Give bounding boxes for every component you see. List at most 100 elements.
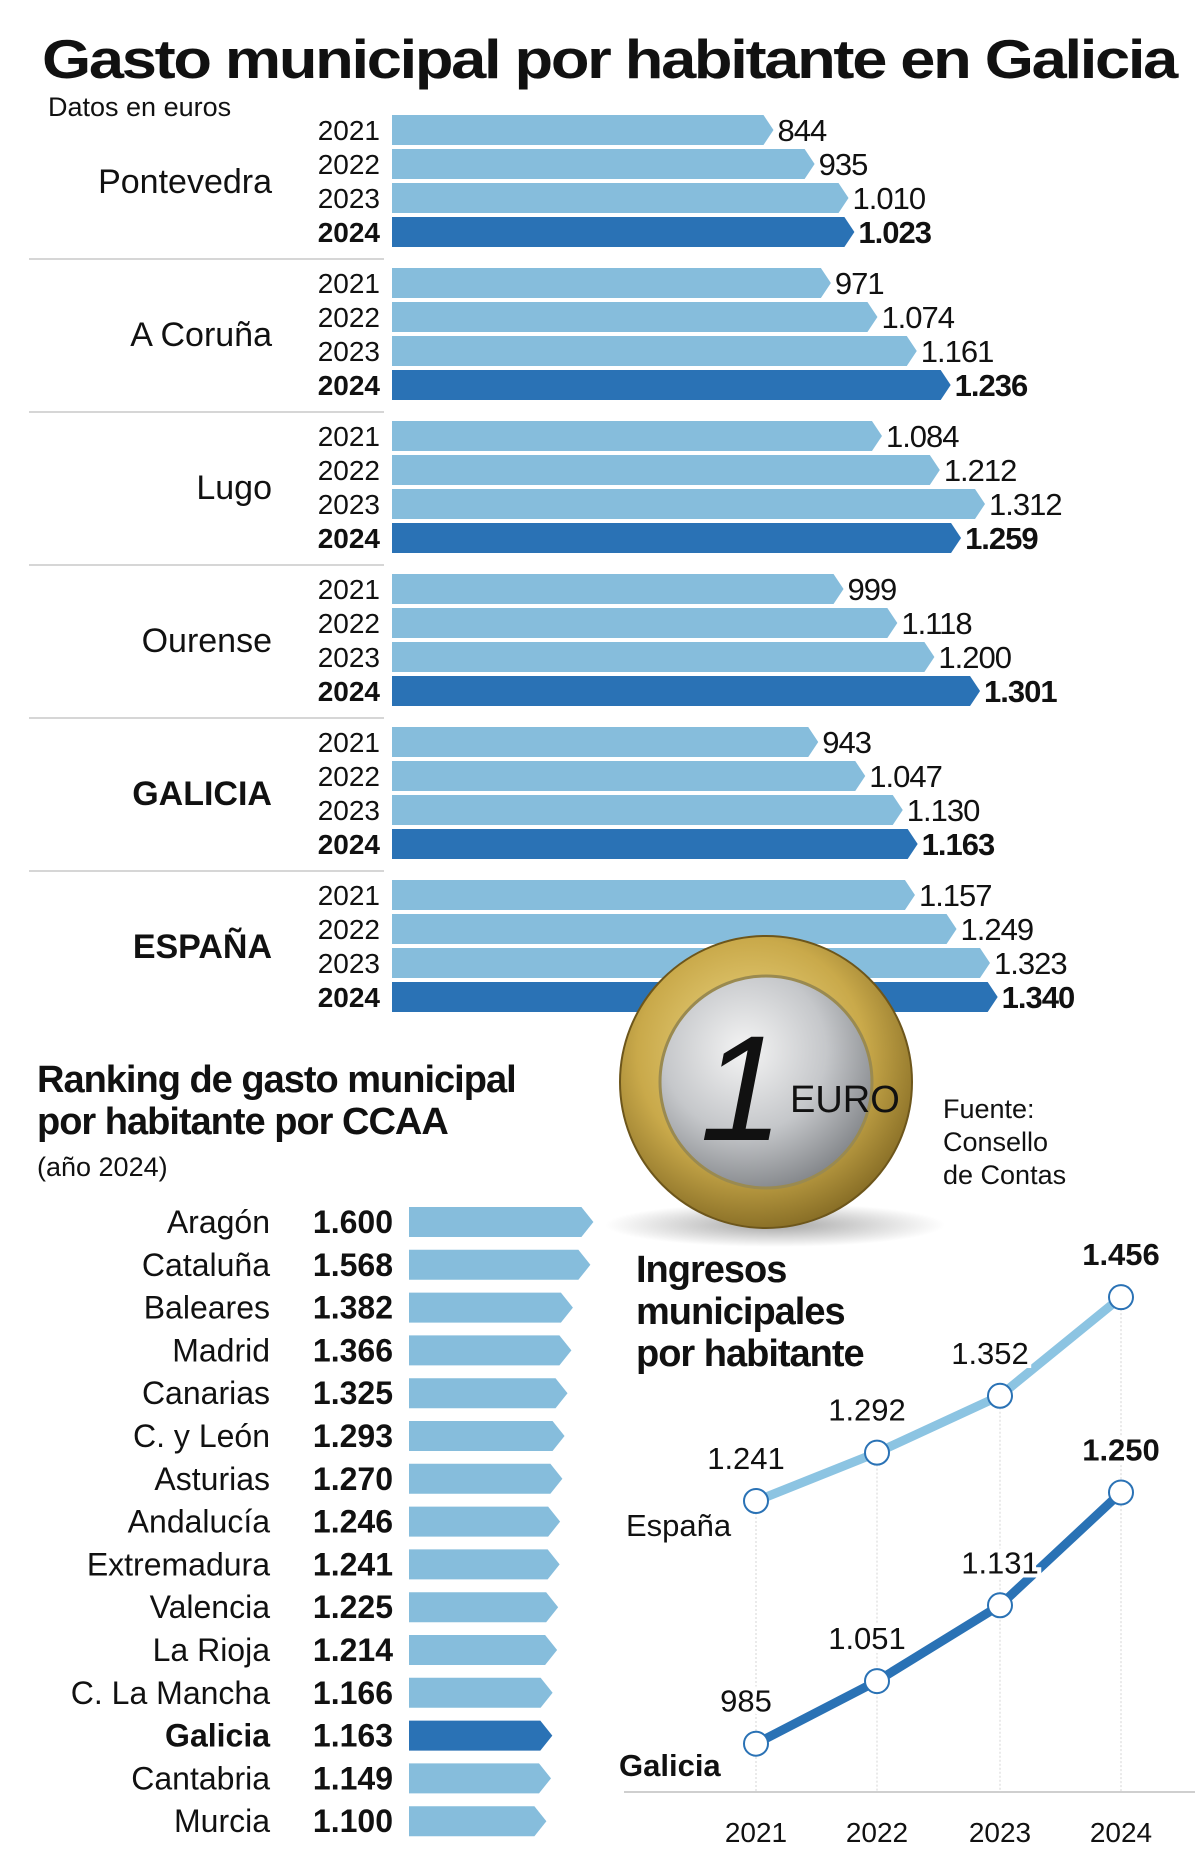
bar [392, 523, 962, 553]
value-label: 1.047 [869, 759, 942, 794]
ranking-bar [409, 1549, 560, 1580]
value-label: 1.023 [858, 215, 931, 250]
ranking-subtitle: (año 2024) [37, 1152, 168, 1182]
ranking-value: 1.225 [313, 1589, 393, 1625]
data-label: 1.292 [828, 1393, 906, 1428]
ranking-bar [409, 1292, 573, 1323]
bar [392, 489, 986, 519]
line-chart-title: Ingresos [636, 1249, 786, 1291]
year-label: 2023 [318, 183, 380, 214]
data-point [864, 1439, 890, 1466]
bar [392, 336, 917, 366]
ranking-bar [409, 1421, 565, 1451]
series-line-galicia [753, 1489, 1125, 1748]
bar [392, 149, 815, 179]
year-label: 2024 [318, 676, 381, 707]
ranking-bar [409, 1378, 568, 1409]
data-label: 1.131 [961, 1545, 1039, 1580]
year-label: 2023 [318, 795, 380, 826]
ranking-value: 1.100 [313, 1803, 393, 1839]
year-label: 2021 [318, 115, 380, 146]
value-label: 844 [777, 113, 826, 148]
group-label: Ourense [142, 622, 272, 660]
ranking-name: Extremadura [87, 1546, 270, 1582]
bar [392, 217, 855, 247]
line-chart-title: municipales [636, 1291, 845, 1333]
bar [392, 455, 940, 485]
ranking-bar [409, 1592, 559, 1623]
ranking-bar [409, 1763, 552, 1794]
ranking-bar [409, 1720, 553, 1751]
bar-group-ourense [392, 574, 981, 706]
group-label: ESPAÑA [133, 928, 272, 966]
bar [392, 914, 957, 944]
euro-coin-image: 1 EURO [605, 935, 945, 1247]
bar [392, 727, 819, 757]
value-label: 1.157 [919, 878, 992, 913]
ranking-value: 1.246 [313, 1504, 393, 1540]
data-label: 1.241 [707, 1441, 785, 1476]
ranking-value: 1.163 [313, 1718, 393, 1754]
value-label: 1.323 [994, 946, 1067, 981]
data-point [1108, 1479, 1134, 1506]
value-label: 1.212 [944, 453, 1017, 488]
value-label: 1.084 [886, 419, 959, 454]
ranking-name: Aragón [167, 1204, 270, 1240]
bar [392, 370, 951, 400]
ranking-name: Valencia [150, 1589, 271, 1625]
bar [392, 676, 981, 706]
year-label: 2022 [318, 149, 380, 180]
ranking-value: 1.382 [313, 1290, 393, 1326]
ranking-value: 1.568 [313, 1247, 393, 1283]
bar [392, 761, 866, 791]
bar-group-pontevedra [392, 115, 855, 247]
value-label: 971 [835, 266, 884, 301]
ranking-title: Ranking de gasto municipal [37, 1059, 516, 1101]
bar-group-a-coruña [392, 268, 951, 400]
chart-subtitle: Datos en euros [48, 92, 231, 122]
value-label: 1.312 [989, 487, 1062, 522]
ranking-value: 1.293 [313, 1418, 393, 1454]
data-label: 1.456 [1082, 1237, 1160, 1272]
ranking-bar [409, 1806, 547, 1837]
bar-group-lugo [392, 421, 986, 553]
value-label: 1.301 [984, 674, 1057, 709]
year-label: 2021 [318, 727, 380, 758]
data-label: 1.352 [951, 1336, 1029, 1371]
x-tick-label: 2023 [969, 1817, 1031, 1848]
value-label: 935 [819, 147, 868, 182]
ranking-value: 1.214 [313, 1632, 393, 1668]
year-label: 2023 [318, 336, 380, 367]
ranking-value: 1.600 [313, 1204, 393, 1240]
bar [392, 574, 844, 604]
source-text: Fuente: [943, 1094, 1035, 1124]
value-label: 1.074 [881, 300, 954, 335]
bar-group-galicia [392, 727, 918, 859]
ranking-name: La Rioja [153, 1632, 271, 1668]
value-label: 1.163 [922, 827, 995, 862]
ranking-title: por habitante por CCAA [37, 1101, 448, 1143]
year-label: 2022 [318, 455, 380, 486]
year-label: 2022 [318, 914, 380, 945]
bar [392, 829, 918, 859]
data-point [743, 1730, 769, 1757]
value-label: 1.236 [955, 368, 1028, 403]
bar [392, 795, 903, 825]
group-label: A Coruña [130, 316, 272, 354]
ranking-bar [409, 1463, 563, 1494]
x-tick-label: 2024 [1090, 1817, 1152, 1848]
ranking-value: 1.241 [313, 1546, 393, 1582]
ranking-value: 1.166 [313, 1675, 393, 1711]
bar [392, 183, 849, 213]
ranking-bar [409, 1335, 572, 1366]
year-label: 2021 [318, 880, 380, 911]
series-label-galicia: Galicia [619, 1748, 721, 1783]
bar [392, 268, 831, 298]
data-label: 1.051 [828, 1621, 906, 1656]
chart-title: Gasto municipal por habitante en Galicia [42, 28, 1179, 90]
year-label: 2021 [318, 421, 380, 452]
value-label: 999 [848, 572, 897, 607]
ranking-value: 1.325 [313, 1375, 393, 1411]
bar [392, 115, 774, 145]
